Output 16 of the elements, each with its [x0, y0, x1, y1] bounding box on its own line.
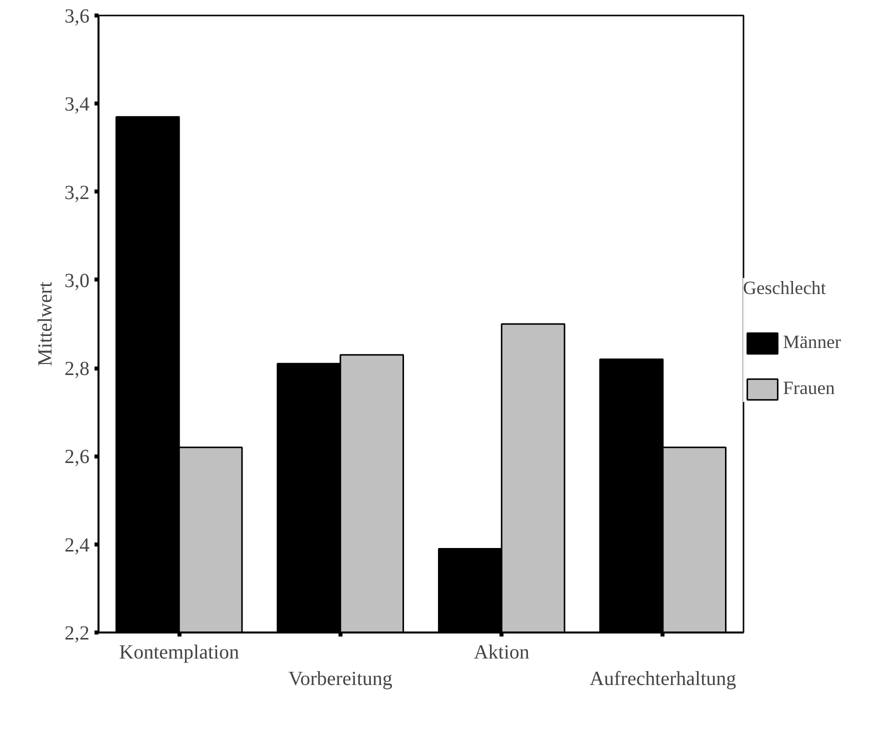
- legend-label: Frauen: [783, 378, 835, 400]
- y-tick-label: 3,2: [64, 182, 90, 204]
- y-tick-label: 2,8: [64, 358, 90, 380]
- y-tick-label: 2,4: [64, 534, 90, 556]
- y-tick-label: 3,6: [64, 6, 90, 28]
- x-tick-label: Kontemplation: [119, 642, 240, 664]
- y-tick-label: 3,4: [64, 94, 90, 116]
- y-tick-label: 3,0: [64, 270, 90, 292]
- y-axis-title: Mittelwert: [34, 281, 56, 366]
- y-tick-label: 2,2: [64, 622, 90, 644]
- x-tick-label: Vorbereitung: [288, 668, 392, 690]
- x-tick-label: Aufrechterhaltung: [590, 668, 736, 690]
- y-tick-label: 2,6: [64, 446, 90, 468]
- x-tick-label: Aktion: [474, 642, 530, 664]
- legend-title: Geschlecht: [743, 278, 827, 300]
- legend-label: Männer: [783, 332, 842, 354]
